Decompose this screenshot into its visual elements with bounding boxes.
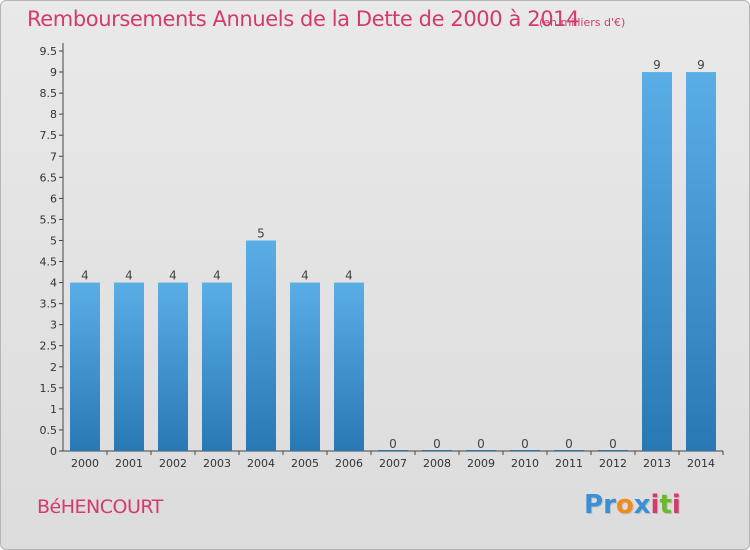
x-tick-label: 2014: [687, 457, 715, 470]
y-tick-label: 9: [50, 66, 57, 79]
y-tick-label: 5.5: [40, 213, 58, 226]
logo-letter: P: [584, 490, 604, 520]
x-tick-label: 2007: [379, 457, 407, 470]
bar: [202, 282, 232, 451]
y-tick-label: 1.5: [40, 382, 58, 395]
x-tick-label: 2012: [599, 457, 627, 470]
y-tick-label: 7.5: [40, 129, 58, 142]
commune-name: BéHENCOURT: [37, 496, 163, 518]
bar: [246, 240, 276, 451]
bar: [290, 282, 320, 451]
data-label: 4: [169, 269, 177, 283]
data-label: 0: [609, 437, 617, 451]
logo-letter: i: [650, 490, 660, 520]
y-tick-label: 9.5: [40, 45, 58, 58]
bar: [334, 282, 364, 451]
y-tick-label: 2.5: [40, 340, 58, 353]
y-tick-label: 8.5: [40, 87, 58, 100]
x-tick-label: 2009: [467, 457, 495, 470]
bar: [114, 282, 144, 451]
y-tick-label: 8: [50, 108, 57, 121]
y-tick-label: 3.5: [40, 298, 58, 311]
data-label: 0: [565, 437, 573, 451]
data-label: 4: [345, 269, 353, 283]
data-label: 4: [301, 269, 309, 283]
y-tick-label: 4.5: [40, 256, 58, 269]
y-tick-label: 4: [50, 277, 57, 290]
x-tick-label: 2000: [71, 457, 99, 470]
data-label: 0: [389, 437, 397, 451]
x-tick-label: 2005: [291, 457, 319, 470]
y-tick-label: 0.5: [40, 424, 58, 437]
y-tick-label: 3: [50, 319, 57, 332]
data-label: 5: [257, 226, 265, 240]
x-tick-label: 2006: [335, 457, 363, 470]
y-tick-label: 1: [50, 403, 57, 416]
x-tick-label: 2008: [423, 457, 451, 470]
data-label: 9: [697, 58, 705, 72]
y-tick-label: 6: [50, 192, 57, 205]
logo-letter: r: [603, 490, 616, 520]
y-tick-label: 7: [50, 150, 57, 163]
x-tick-label: 2001: [115, 457, 143, 470]
y-tick-label: 0: [50, 445, 57, 458]
data-label: 4: [81, 269, 89, 283]
bar: [686, 72, 716, 451]
chart-subtitle: (en milliers d'€): [539, 16, 626, 29]
x-tick-label: 2004: [247, 457, 275, 470]
logo-letter: o: [615, 490, 634, 520]
logo-letter: i: [671, 490, 681, 520]
x-tick-label: 2010: [511, 457, 539, 470]
chart-title: Remboursements Annuels de la Dette de 20…: [27, 7, 580, 31]
logo-letter: x: [633, 490, 651, 520]
y-tick-label: 2: [50, 361, 57, 374]
bar: [158, 282, 188, 451]
bar: [70, 282, 100, 451]
y-tick-label: 5: [50, 234, 57, 247]
data-label: 9: [653, 58, 661, 72]
data-label: 4: [213, 269, 221, 283]
data-label: 0: [477, 437, 485, 451]
x-tick-label: 2003: [203, 457, 231, 470]
logo-letter: t: [659, 490, 672, 520]
proxiti-logo[interactable]: Proxiti: [584, 490, 681, 520]
x-tick-label: 2013: [643, 457, 671, 470]
x-tick-label: 2002: [159, 457, 187, 470]
data-label: 0: [521, 437, 529, 451]
bar: [642, 72, 672, 451]
data-label: 4: [125, 269, 133, 283]
x-tick-label: 2011: [555, 457, 583, 470]
y-tick-label: 6.5: [40, 171, 58, 184]
data-label: 0: [433, 437, 441, 451]
